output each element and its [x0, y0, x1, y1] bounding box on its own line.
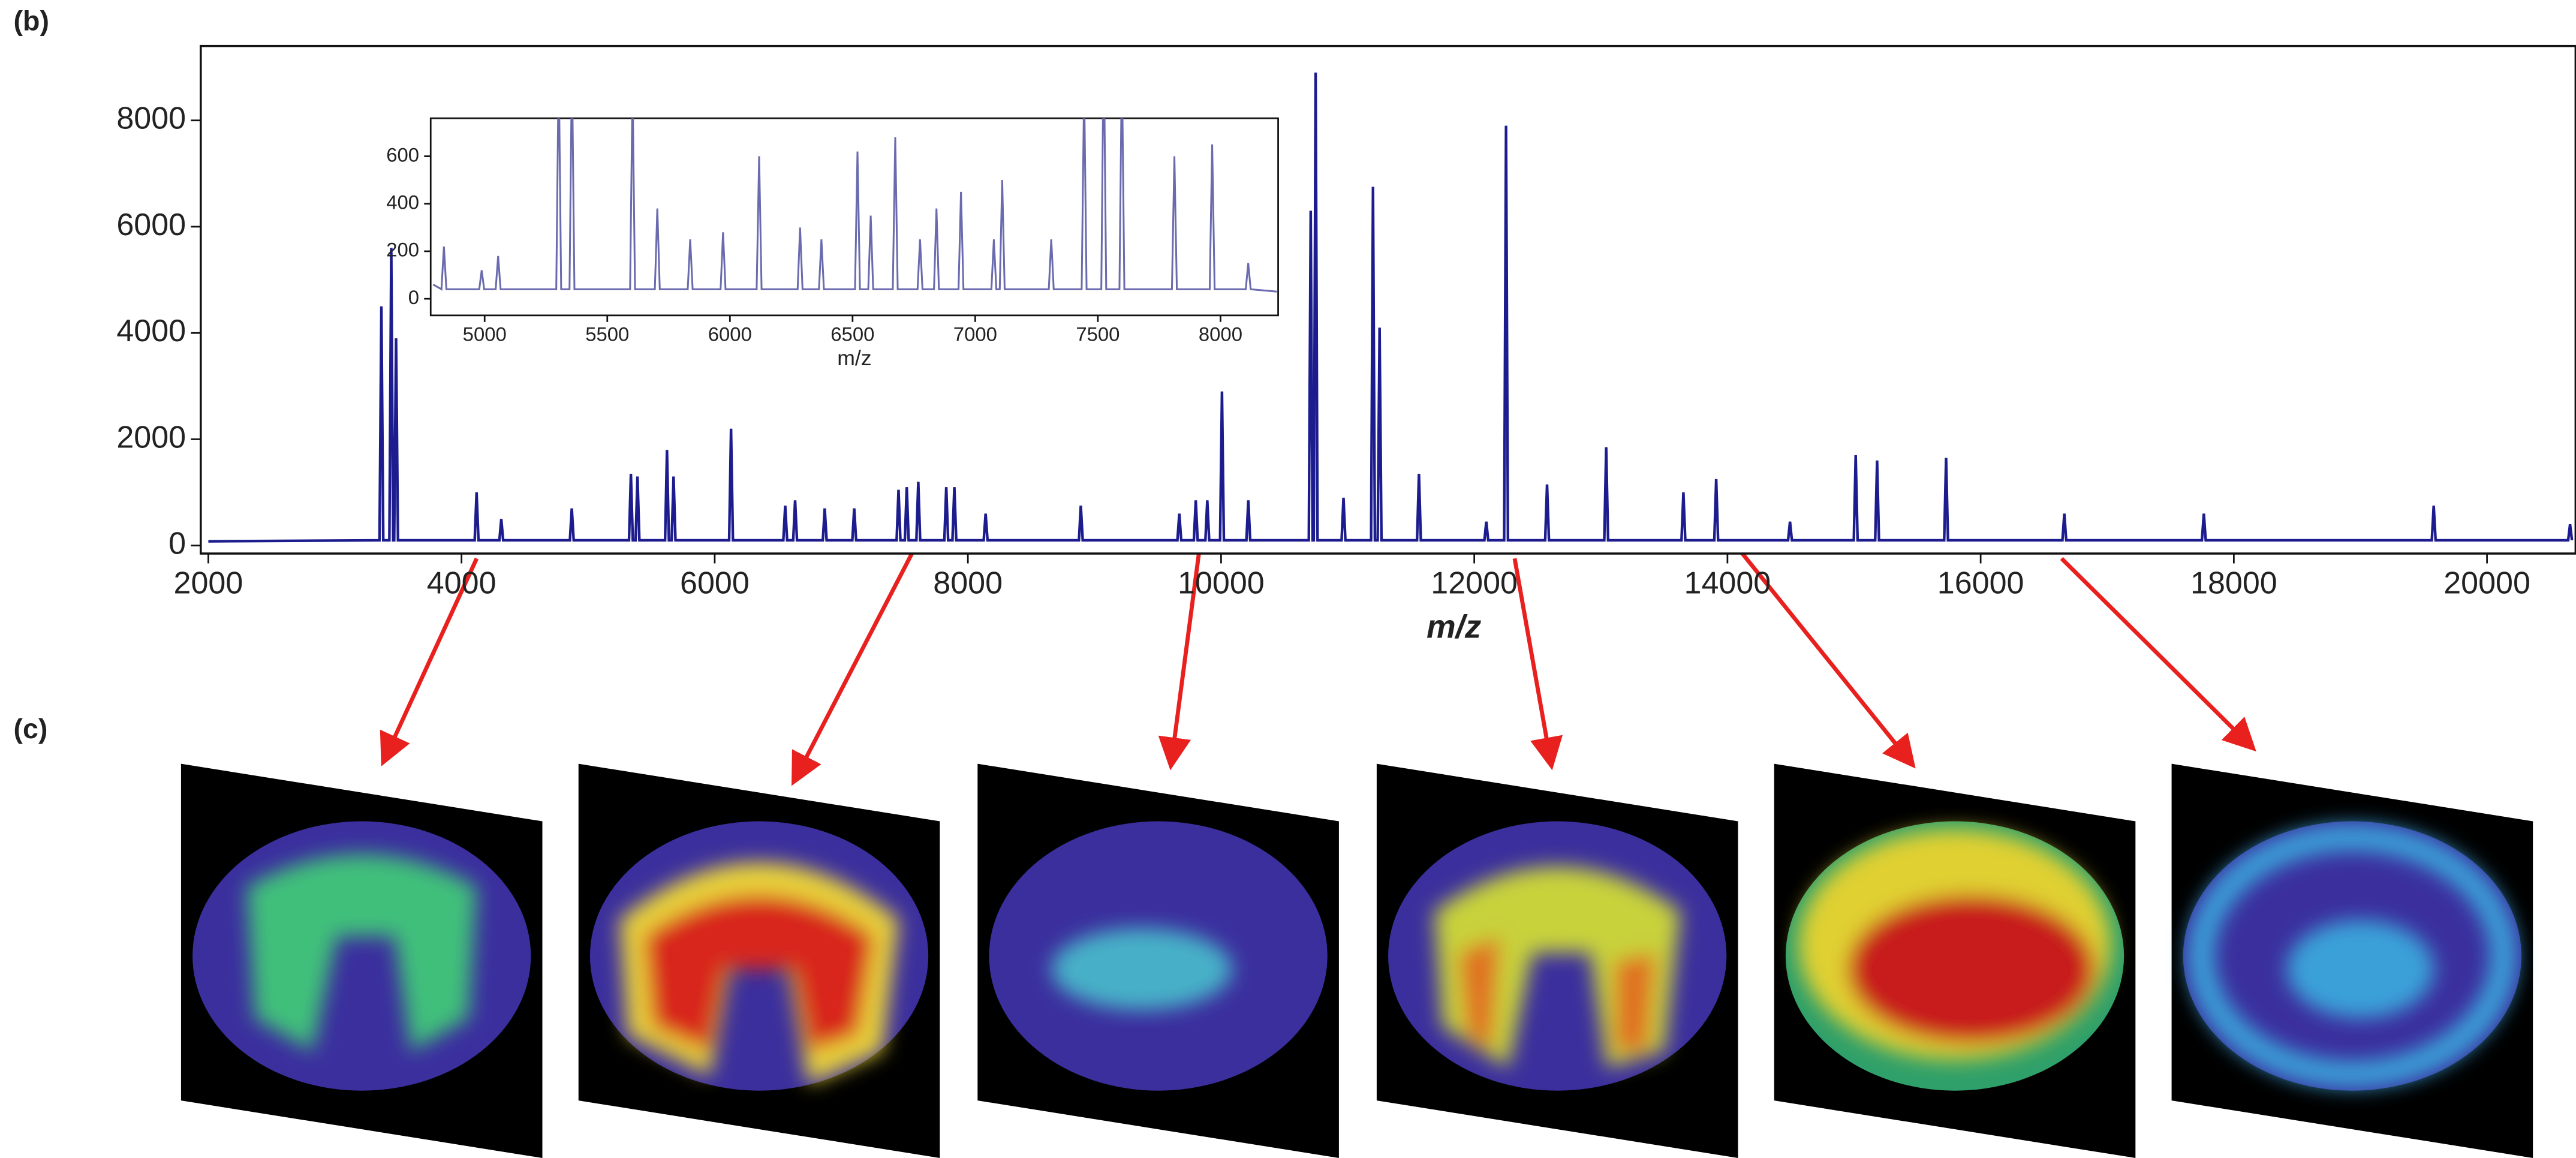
- y-tick-label: 4000: [116, 314, 186, 348]
- x-tick-label: 16000: [1937, 566, 2024, 601]
- x-tick-label: 2000: [174, 566, 243, 601]
- x-tick-label: 7500: [1076, 323, 1120, 345]
- x-tick-label: 6000: [708, 323, 752, 345]
- brain-image: [1774, 763, 2136, 1158]
- x-tick-label: 12000: [1431, 566, 1518, 601]
- x-tick-label: 10000: [1178, 566, 1265, 601]
- x-tick-label: 7000: [953, 323, 997, 345]
- arrow: [380, 557, 479, 766]
- arrow: [2060, 557, 2256, 752]
- brain-image: [180, 763, 543, 1158]
- arrows: [380, 540, 2256, 786]
- brain-images: [180, 763, 2533, 1158]
- x-tick-label: 8000: [1199, 323, 1242, 345]
- arrow: [1731, 540, 1916, 769]
- x-tick-label: 5500: [585, 323, 629, 345]
- x-tick-label: 8000: [933, 566, 1003, 601]
- x-tick-label: 6500: [830, 323, 874, 345]
- brain-image: [977, 763, 1339, 1158]
- chart: 0 200 400 600 5000 5500 6000 6500 7000 7500 8000 m/…: [386, 117, 1279, 370]
- y-tick-label: 200: [386, 239, 419, 261]
- brain-image: [2171, 763, 2533, 1158]
- x-axis-label: m/z: [1427, 608, 1482, 645]
- x-tick-label: 5000: [463, 323, 507, 345]
- spectrum-line: [208, 73, 2574, 543]
- y-tick-label: 0: [408, 286, 419, 308]
- y-tick-label: 0: [168, 527, 186, 561]
- spectrum-line: [432, 118, 1277, 293]
- y-tick-label: 400: [386, 191, 419, 213]
- arrow: [791, 552, 914, 786]
- panel-label: (c): [14, 713, 48, 744]
- y-tick-label: 8000: [116, 101, 186, 136]
- y-tick-label: 2000: [116, 420, 186, 455]
- brain-image: [1376, 763, 1738, 1158]
- panel-label: (b): [14, 5, 49, 37]
- x-axis-label: m/z: [837, 346, 871, 370]
- brain-image: [578, 763, 940, 1158]
- x-tick-label: 18000: [2190, 566, 2277, 601]
- y-tick-label: 6000: [116, 207, 186, 242]
- x-tick-label: 6000: [680, 566, 750, 601]
- x-tick-label: 20000: [2443, 566, 2530, 601]
- arrow: [1512, 558, 1563, 771]
- x-tick-label: 4000: [427, 566, 496, 601]
- arrow: [1158, 550, 1202, 771]
- y-tick-label: 600: [386, 143, 419, 166]
- x-tick-label: 14000: [1684, 566, 1771, 601]
